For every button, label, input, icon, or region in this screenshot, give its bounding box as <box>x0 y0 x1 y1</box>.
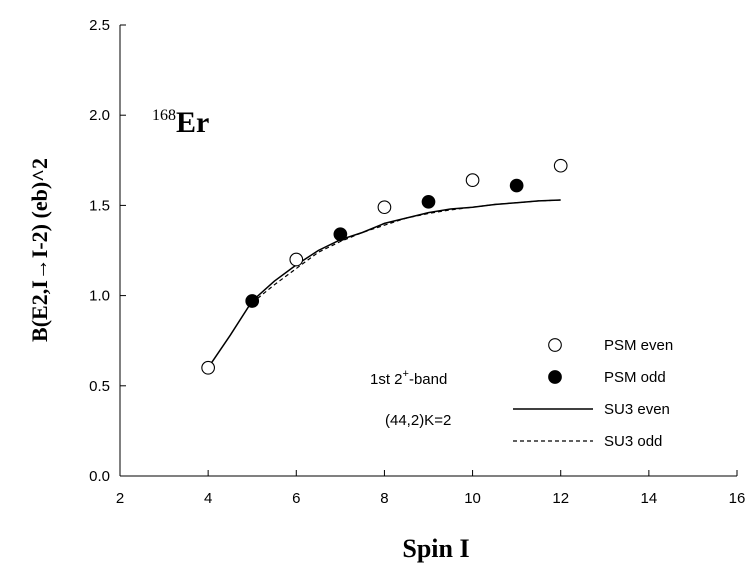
legend: PSM even PSM odd SU3 even SU3 odd <box>513 337 673 450</box>
data-point-psm-even <box>289 252 304 267</box>
series-points <box>201 158 568 375</box>
axes <box>119 25 737 477</box>
x-tick-label: 14 <box>641 490 658 507</box>
band-suffix: -band <box>409 371 447 388</box>
legend-label: SU3 even <box>604 401 670 418</box>
data-point-psm-even <box>465 173 480 187</box>
band-label: 1st 2+-band <box>370 368 447 388</box>
x-axis-title: Spin I <box>402 534 469 563</box>
y-ticks: 0.0 0.5 1.0 1.5 2.0 2.5 <box>89 17 126 485</box>
legend-label: SU3 odd <box>604 433 662 450</box>
config-label: (44,2)K=2 <box>385 412 451 429</box>
y-tick-label: 1.5 <box>89 197 110 214</box>
data-point-psm-even <box>553 158 568 173</box>
y-axis-title: B(E2,I→I-2) (eb)^2 <box>27 158 52 342</box>
x-tick-label: 8 <box>380 490 388 507</box>
y-tick-label: 0.5 <box>89 378 110 395</box>
x-tick-label: 4 <box>204 490 212 507</box>
legend-marker <box>548 338 562 352</box>
y-tick-label: 2.5 <box>89 17 110 34</box>
x-tick-label: 12 <box>552 490 569 507</box>
data-point-psm-odd <box>421 194 436 209</box>
legend-marker <box>548 370 562 384</box>
data-point-psm-odd <box>245 294 260 308</box>
x-tick-label: 2 <box>116 490 124 507</box>
x-ticks: 2 4 6 8 10 12 14 16 <box>116 470 746 507</box>
nucleus-symbol: Er <box>176 106 209 139</box>
band-sup: + <box>403 368 409 380</box>
x-tick-label: 6 <box>292 490 300 507</box>
y-tick-label: 2.0 <box>89 107 110 124</box>
data-point-psm-even <box>377 200 392 215</box>
data-point-psm-odd <box>509 178 524 193</box>
legend-label: PSM even <box>604 337 673 354</box>
x-tick-label: 16 <box>729 490 746 507</box>
series-line-su3-odd <box>251 199 561 304</box>
legend-label: PSM odd <box>604 369 666 386</box>
data-point-psm-even <box>201 360 215 375</box>
data-point-psm-odd <box>333 227 348 242</box>
y-tick-label: 0.0 <box>89 468 110 485</box>
x-tick-label: 10 <box>464 490 481 507</box>
series-lines <box>207 199 561 369</box>
nucleus-mass: 168 <box>152 107 176 124</box>
nucleus-label: 168Er <box>152 106 209 139</box>
band-prefix: 1st 2 <box>370 371 403 388</box>
y-tick-label: 1.0 <box>89 288 110 305</box>
